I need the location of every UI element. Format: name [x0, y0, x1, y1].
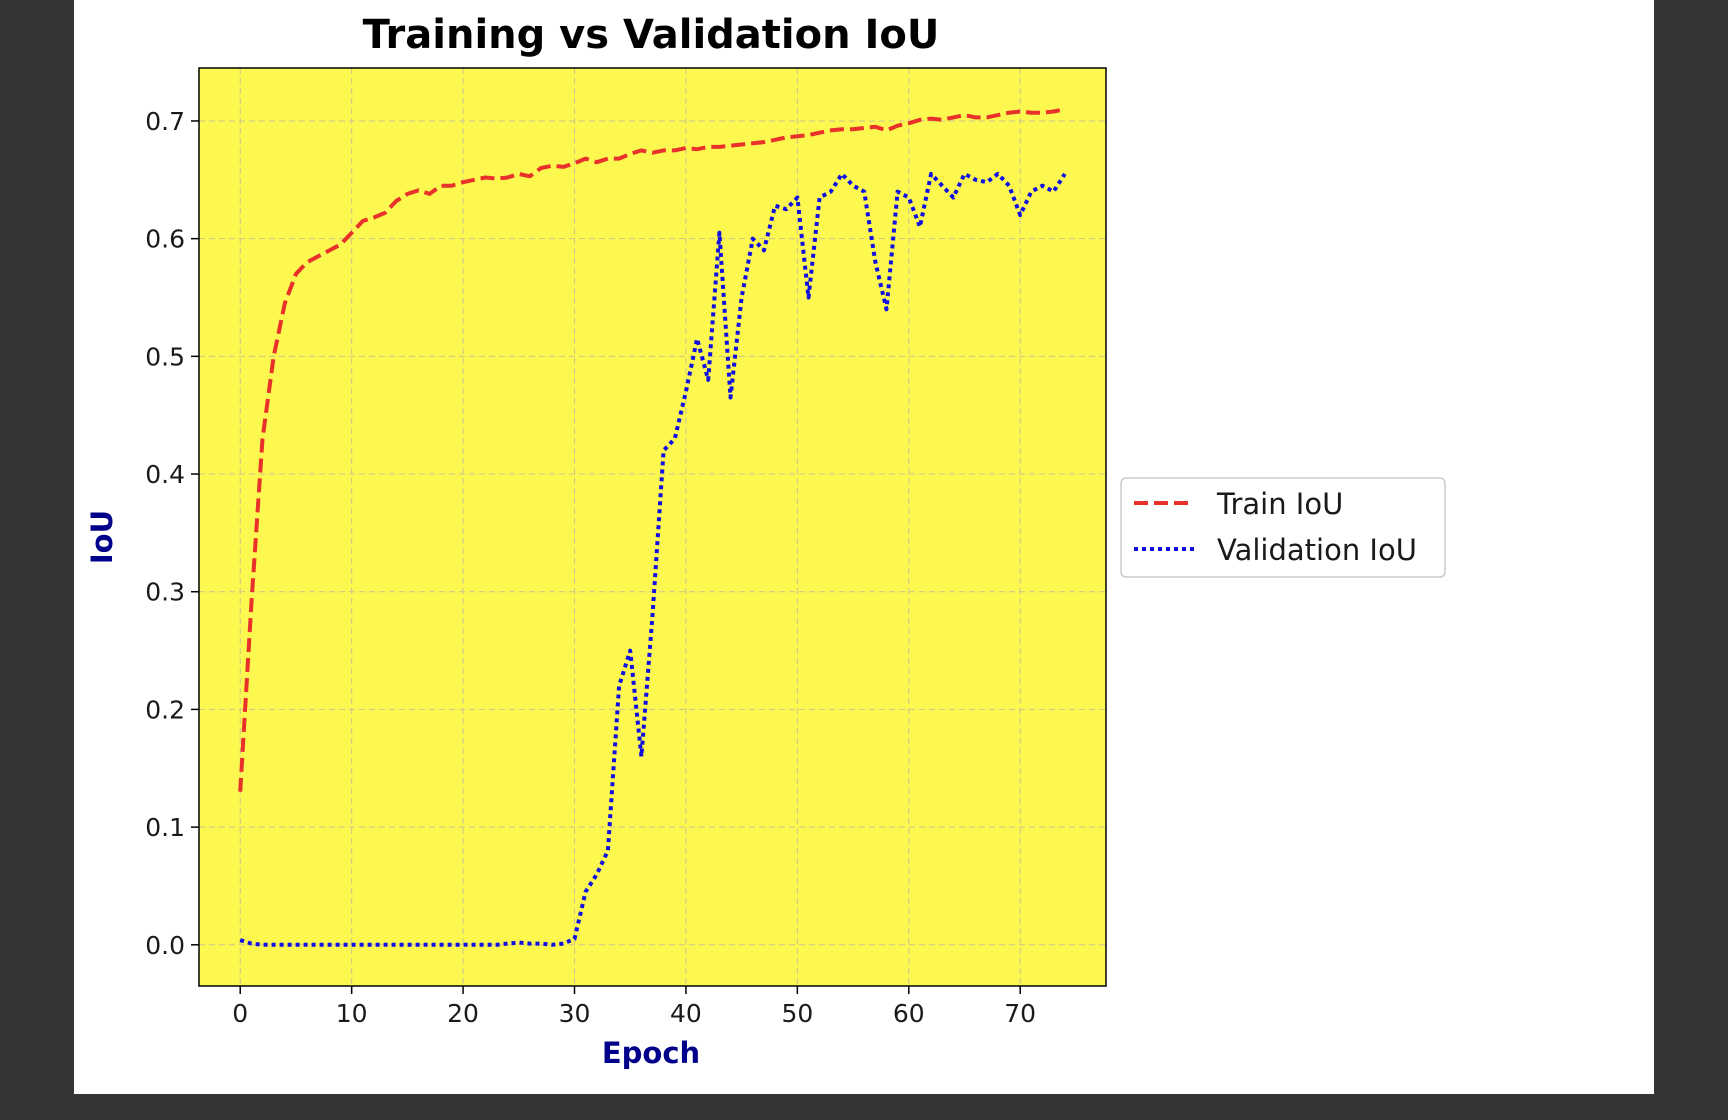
train-iou-line	[238, 107, 1066, 792]
x-tick-label: 40	[670, 999, 702, 1028]
y-tick-label: 0.0	[145, 931, 185, 960]
y-tick-label: 0.4	[145, 460, 185, 489]
plot-area	[199, 68, 1106, 986]
x-tick-label: 0	[232, 999, 248, 1028]
y-axis-label: IoU	[85, 510, 119, 564]
legend: Train IoU Validation IoU	[1120, 477, 1446, 578]
legend-validation-label: Validation IoU	[1217, 533, 1417, 567]
x-tick-label: 50	[781, 999, 813, 1028]
plot-frame	[198, 67, 1107, 987]
legend-train-label: Train IoU	[1216, 487, 1343, 521]
x-tick-label: 70	[1004, 999, 1036, 1028]
y-tick-label: 0.6	[145, 225, 185, 254]
y-tick-label: 0.5	[145, 342, 185, 371]
line-chart: 0 10 20 30 40 50 60 700.00.10.20.30.40.50.60.7 …	[85, 12, 1446, 1070]
y-tick-label: 0.2	[145, 695, 185, 724]
x-axis-label: Epoch	[602, 1036, 700, 1070]
validation-iou-line	[239, 171, 1067, 947]
y-tick-label: 0.3	[145, 578, 185, 607]
figure-canvas: 0 10 20 30 40 50 60 70 0.0 0.1 0.2 0.3 0.4 0.5 0.6 0.7 …	[74, 0, 1654, 1094]
legend-box	[1120, 477, 1446, 578]
x-tick-label: 20	[447, 999, 479, 1028]
y-tick-label: 0.7	[145, 107, 185, 136]
x-tick-label: 30	[559, 999, 591, 1028]
x-tick-label: 60	[893, 999, 925, 1028]
y-tick-label: 0.1	[145, 813, 185, 842]
chart-title: Training vs Validation IoU	[363, 12, 940, 58]
x-tick-label: 10	[336, 999, 368, 1028]
